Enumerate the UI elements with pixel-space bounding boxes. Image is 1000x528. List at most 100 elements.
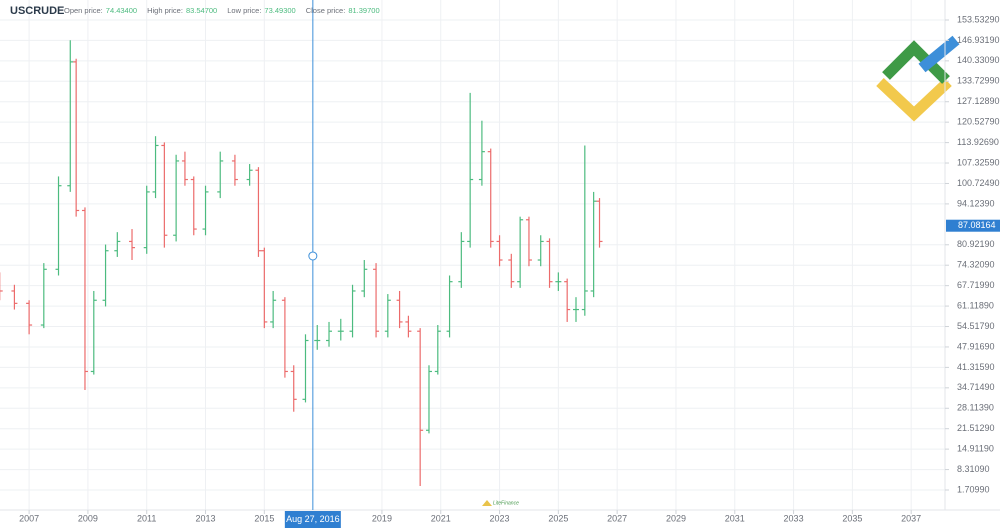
y-tick-label: 100.72490 [957,178,1000,188]
ohlc-bar [11,284,18,310]
ohlc-bar [270,290,277,329]
ohlc-bar [161,142,168,248]
ohlc-bar [231,154,238,186]
axes: 153.53290 146.93190 140.33090 133.72990 127.… [19,0,1000,528]
ohlc-bar [546,238,553,288]
logo [876,35,960,122]
ohlc-bar [261,247,268,329]
ohlc-bar [102,244,109,307]
ohlc-bar [572,297,579,322]
x-tick-label: 2019 [372,513,392,523]
ohlc-bar [152,136,159,199]
ohlc-bar [129,229,136,261]
ohlc-bar [458,232,465,288]
ohlc-bar [202,185,209,236]
x-tick-label: 2013 [196,513,216,523]
ohlc-bar [361,260,368,298]
ohlc-bar [217,151,224,199]
x-tick-label: 2033 [784,513,804,523]
x-tick-label: 2021 [431,513,451,523]
ohlc-bar [564,278,571,322]
watermark: LiteFinance [493,500,519,506]
y-tick-label: 54.51790 [957,321,995,331]
logo-green [882,40,950,84]
y-tick-label: 34.71490 [957,382,995,392]
bars [0,40,603,487]
stat-label: Close price: [306,6,346,15]
watermark-icon [482,500,492,506]
y-tick-label: 67.71990 [957,280,995,290]
x-tick-label: 2025 [548,513,568,523]
last-price-box [946,219,1000,232]
crosshair-label-box [284,511,341,528]
ohlc-bar [255,167,262,257]
ohlc-bar [396,290,403,329]
ohlc-bar [446,275,453,338]
y-tick-label: 133.72990 [957,76,1000,86]
ohlc-bar [425,365,432,434]
grid [0,0,945,510]
x-tick-label: 2015 [254,513,274,523]
ohlc-bar [302,334,309,403]
x-tick-label: 2035 [842,513,862,523]
x-tick-label: 2007 [19,513,39,523]
ohlc-bar [290,365,297,412]
stat-value: 74.43400 [106,6,137,15]
ohlc-bar [349,284,356,338]
ohlc-bar [246,164,253,186]
y-tick-label: 21.51290 [957,423,995,433]
y-tick-label: 80.92190 [957,239,995,249]
ohlc-bar [487,148,494,248]
ohlc-bar [337,318,344,341]
y-tick-label: 120.52790 [957,117,1000,127]
y-tick-label: 8.31090 [957,464,990,474]
x-tick-label: 2023 [490,513,510,523]
x-tick-label: 2011 [137,513,156,523]
ohlc-bar [434,325,441,375]
x-tick-label: 2027 [607,513,627,523]
y-tick-label: 41.31590 [957,362,995,372]
crosshair-label: Aug 27, 2016 [286,514,340,524]
stat-value: 73.49300 [264,6,295,15]
x-tick-label: 2037 [901,513,921,523]
y-tick-label: 113.92690 [957,137,999,147]
ohlc-bar [26,300,33,335]
stat-value: 81.39700 [348,6,379,15]
ohlc-bar [40,263,47,329]
x-tick-label: 2031 [725,513,745,523]
ohlc-bar [314,325,321,350]
ohlc-bar [143,185,150,254]
last-price-label: 87.08164 [958,220,996,230]
y-tick-label: 61.11890 [957,300,994,310]
ohlc-bar [373,263,380,338]
ohlc-bar [581,145,588,316]
ohlc-bar [81,207,88,391]
ohlc-bar [555,272,562,291]
stat-label: High price: [147,6,183,15]
ohlc-bar [55,176,62,276]
y-tick-label: 153.53290 [957,14,1000,24]
ohlc-bar [417,328,424,487]
ohlc-bar [508,253,515,288]
stat-label: Open price: [64,6,103,15]
y-tick-label: 107.32590 [957,157,1000,167]
ohlc-bar [596,198,603,248]
ohlc-bar [114,232,121,257]
y-tick-label: 146.93190 [957,35,1000,45]
ohlc-bar [181,151,188,186]
y-tick-label: 140.33090 [957,55,1000,65]
stat-value: 83.54700 [186,6,217,15]
ohlc-bar [73,58,80,217]
ohlc-bar [0,272,3,301]
ohlc-bar [384,294,391,338]
logo-blue [918,35,960,73]
ohlc-bar [190,176,197,236]
x-tick-label: 2009 [78,513,98,523]
y-tick-label: 127.12890 [957,96,1000,106]
y-tick-label: 94.12390 [957,198,995,208]
ohlc-bar [67,40,74,192]
header: USCRUDE Open price: 74.43400 High price: 83… [10,5,380,17]
ohlc-bar [467,92,474,248]
